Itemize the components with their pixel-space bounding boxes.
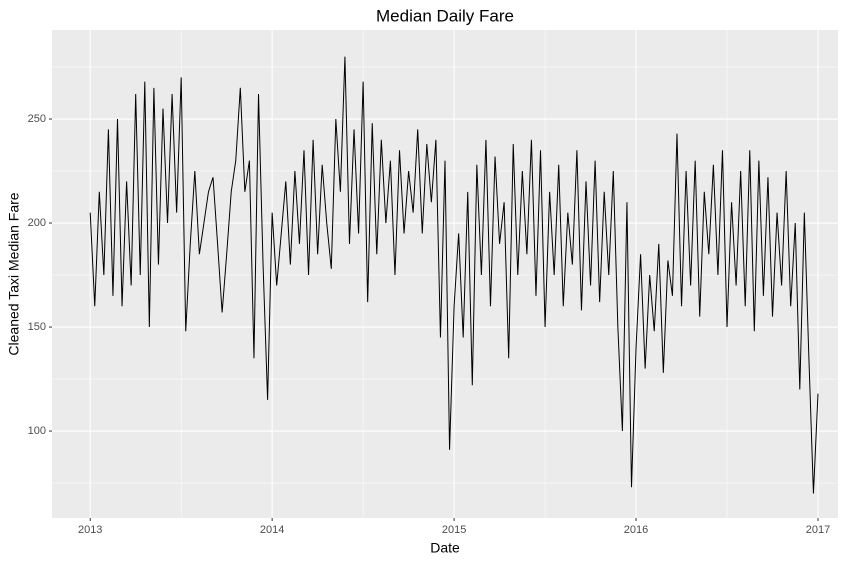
y-tick-label: 200 (28, 217, 46, 229)
x-tick-label: 2014 (260, 524, 284, 536)
data-line (89, 56, 819, 494)
y-axis-label: Cleaned Taxi Median Fare (6, 192, 22, 355)
y-tick-label: 150 (28, 321, 46, 333)
x-tick-label: 2013 (78, 524, 102, 536)
chart-title: Median Daily Fare (376, 6, 514, 25)
plot-panel (52, 30, 838, 518)
y-tick-label: 100 (28, 425, 46, 437)
x-axis-label: Date (430, 540, 460, 556)
x-tick-label: 2016 (624, 524, 648, 536)
x-tick-label: 2017 (806, 524, 830, 536)
y-tick-label: 250 (28, 113, 46, 125)
x-tick-label: 2015 (442, 524, 466, 536)
